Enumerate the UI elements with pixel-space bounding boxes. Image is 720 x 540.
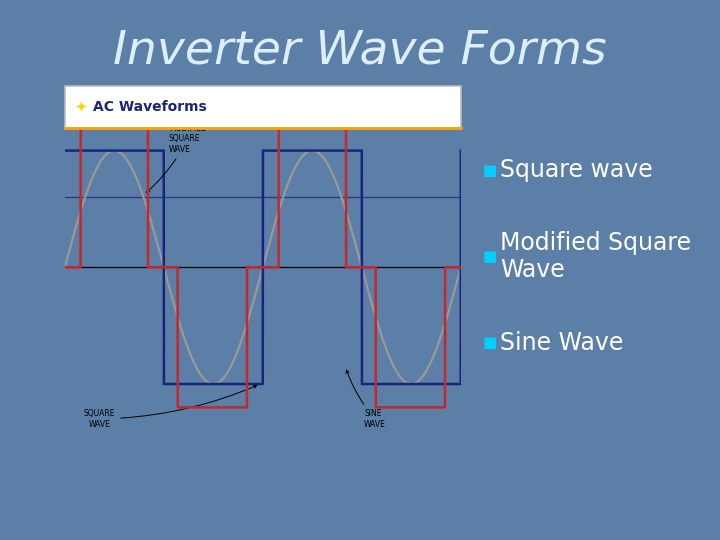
Bar: [65, 86, 461, 128]
Text: Sine Wave: Sine Wave: [500, 331, 624, 355]
Text: AC Waveforms: AC Waveforms: [92, 100, 206, 114]
Text: Modified Square
Wave: Modified Square Wave: [500, 231, 691, 282]
Text: Square wave: Square wave: [500, 158, 653, 182]
Text: SINE
WAVE: SINE WAVE: [346, 370, 386, 429]
Text: MODIFIED
SQUARE
WAVE: MODIFIED SQUARE WAVE: [146, 124, 207, 192]
Text: ✦: ✦: [75, 100, 87, 114]
Text: ■: ■: [482, 335, 497, 350]
Text: ■: ■: [482, 163, 497, 178]
Text: ■: ■: [482, 249, 497, 264]
Text: Inverter Wave Forms: Inverter Wave Forms: [113, 29, 607, 74]
Text: SQUARE
WAVE: SQUARE WAVE: [84, 386, 256, 429]
